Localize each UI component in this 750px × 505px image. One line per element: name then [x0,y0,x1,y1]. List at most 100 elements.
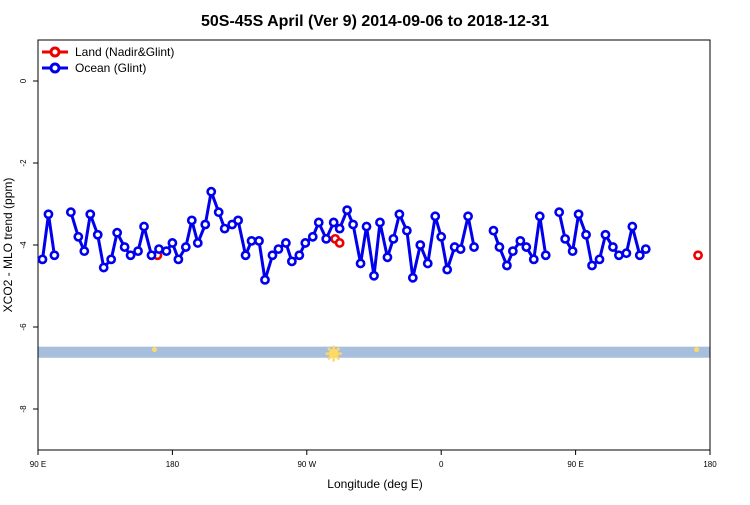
y-axis-label: XCO2 - MLO trend (ppm) [1,178,15,313]
data-point [375,217,385,228]
data-point [502,260,512,271]
data-point [173,254,184,265]
y-tick-label: -4 [19,241,28,249]
data-point [300,238,311,248]
x-tick-label: 180 [166,460,180,469]
data-point [334,223,345,234]
legend-item-ocean: Ocean (Glint) [42,61,146,75]
data-point [430,211,441,222]
data-point [442,264,453,275]
data-point [369,270,379,281]
glint-marker-layer [151,345,700,362]
data-point [494,242,505,252]
y-tick-label: -8 [19,405,28,413]
data-point [73,231,84,242]
data-point [37,254,48,265]
series-line [69,190,476,282]
data-point [49,250,60,261]
data-point [573,209,584,220]
data-point [554,207,565,218]
coverage-band [38,346,710,358]
data-point [560,233,571,244]
x-tick-label: 90 E [567,460,583,469]
data-point [313,217,324,228]
data-point [260,274,270,285]
data-point [206,186,217,197]
data-point [112,227,123,238]
data-point [540,250,551,261]
series-land-0 [152,233,703,261]
data-point [192,238,203,248]
data-point [328,217,339,228]
data-point [246,235,257,246]
band-layer [38,346,710,358]
y-tick-label: 0 [19,78,28,83]
data-point [161,246,172,257]
x-tick-label: 180 [703,460,717,469]
data-point [79,246,90,257]
data-point [273,244,284,254]
data-point [521,242,532,252]
series-layer [37,186,703,285]
data-point [394,209,405,220]
data-point [240,250,251,261]
data-point [361,221,372,232]
data-point [608,242,618,252]
data-point [401,225,412,236]
data-point [186,215,197,226]
data-point [488,225,499,236]
data-point [634,250,645,261]
data-point [528,254,539,265]
data-point [621,248,632,259]
series-ocean-1 [37,186,479,285]
data-point [180,242,191,252]
data-point [213,207,224,218]
data-point [342,205,353,216]
data-point [125,250,136,261]
x-axis: 90 E 180 90 W 0 90 E 180 [30,450,717,469]
data-point [627,221,638,232]
data-point [254,235,264,246]
data-point [515,235,526,246]
data-point [534,211,545,222]
data-point [286,256,297,267]
data-point [455,244,466,254]
data-point [139,221,149,232]
data-point [567,246,578,257]
glint-marker [151,347,157,353]
data-point [294,250,305,261]
data-point [92,229,103,240]
y-tick-label: -6 [19,323,28,331]
data-point [469,242,479,252]
legend-marker-land [49,46,61,58]
legend-item-land: Land (Nadir&Glint) [42,45,174,59]
data-point [43,209,54,220]
data-point [98,262,109,273]
data-point [146,250,157,261]
y-tick-label: -2 [19,159,28,167]
data-point [280,238,291,248]
data-point [307,231,318,242]
data-point [594,254,605,265]
legend-label-ocean: Ocean (Glint) [75,61,146,75]
data-point [600,229,611,240]
data-point [65,207,76,218]
data-point [415,240,426,250]
legend: Land (Nadir&Glint) Ocean (Glint) [42,45,174,75]
glint-marker [325,345,342,362]
data-point [355,258,366,269]
data-point [507,246,518,257]
data-point [334,238,345,248]
data-point [154,244,164,254]
data-point [693,250,703,261]
data-point [267,250,278,261]
data-point [200,219,211,230]
data-point [321,233,332,244]
data-point [422,258,433,269]
x-tick-label: 0 [439,460,444,469]
x-tick-label: 90 E [30,460,46,469]
data-point [407,272,418,283]
data-point [85,209,96,220]
